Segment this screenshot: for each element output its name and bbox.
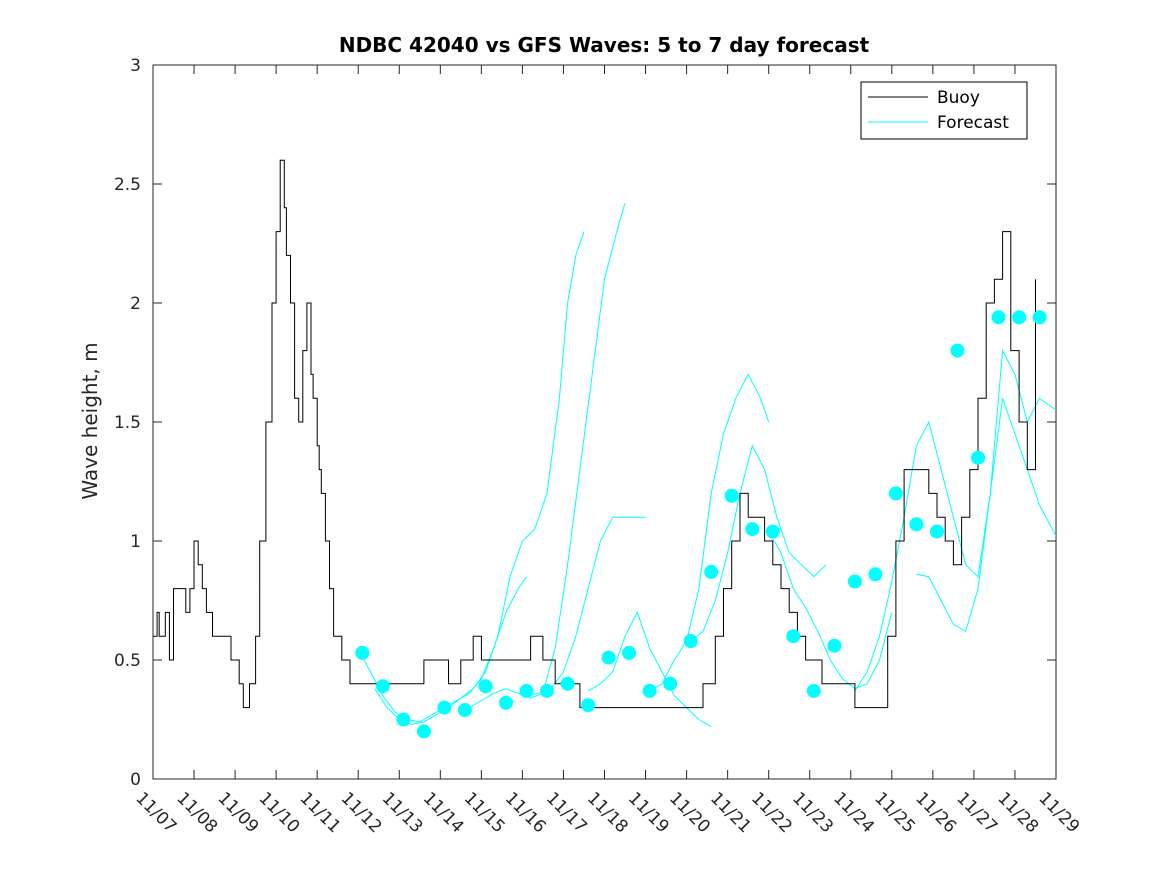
- forecast-marker: [765, 524, 780, 539]
- forecast-marker: [601, 650, 616, 665]
- forecast-marker: [868, 567, 883, 582]
- legend-box: [860, 81, 1028, 140]
- forecast-line: [468, 202, 626, 709]
- y-tick-label: 0: [130, 770, 141, 790]
- y-tick-label: 2: [130, 294, 141, 314]
- forecast-marker: [457, 703, 472, 717]
- forecast-marker: [909, 517, 924, 532]
- forecast-marker: [642, 683, 657, 698]
- forecast-marker: [724, 488, 739, 503]
- forecast-marker: [950, 343, 965, 358]
- y-axis-title: Wave height, m: [78, 342, 102, 499]
- forecast-line: [649, 373, 770, 692]
- forecast-marker: [786, 629, 801, 644]
- forecast-marker: [355, 645, 370, 660]
- legend: Buoy Forecast: [860, 81, 1028, 140]
- forecast-marker: [847, 574, 862, 589]
- y-tick-label: 3: [130, 56, 141, 76]
- y-tick-label: 1.5: [114, 413, 141, 433]
- forecast-marker: [888, 486, 903, 501]
- forecast-marker: [375, 679, 390, 694]
- y-tick-label: 1: [130, 532, 141, 552]
- forecast-marker: [560, 676, 575, 691]
- legend-buoy-label: Buoy: [937, 88, 980, 108]
- forecast-line: [374, 231, 585, 725]
- forecast-marker: [519, 683, 534, 698]
- forecast-marker: [437, 700, 452, 715]
- forecast-line: [690, 444, 827, 642]
- forecast-marker: [745, 522, 760, 537]
- forecast-marker: [704, 564, 719, 579]
- forecast-line: [916, 398, 1056, 633]
- legend-forecast-label: Forecast: [937, 113, 1009, 133]
- forecast-marker: [663, 676, 678, 691]
- forecast-marker: [1032, 310, 1047, 325]
- forecast-line: [768, 531, 893, 690]
- forecast-marker: [396, 712, 411, 727]
- forecast-marker: [622, 645, 637, 660]
- forecast-line: [587, 611, 712, 728]
- forecast-marker: [581, 698, 596, 713]
- forecast-marker: [478, 679, 493, 694]
- y-tick-label: 0.5: [114, 651, 141, 671]
- forecast-marker: [683, 634, 698, 648]
- y-tick-label: 2.5: [114, 175, 141, 195]
- forecast-marker: [806, 683, 821, 698]
- forecast-marker: [971, 450, 985, 465]
- forecast-marker: [540, 683, 554, 698]
- forecast-marker: [1012, 310, 1027, 325]
- forecast-marker: [991, 310, 1006, 325]
- forecast-marker: [827, 638, 842, 653]
- forecast-marker: [499, 695, 513, 710]
- forecast-marker: [416, 724, 431, 739]
- forecast-marker: [930, 524, 944, 539]
- chart-title: NDBC 42040 vs GFS Waves: 5 to 7 day fore…: [339, 33, 870, 57]
- buoy-line: [153, 159, 1036, 709]
